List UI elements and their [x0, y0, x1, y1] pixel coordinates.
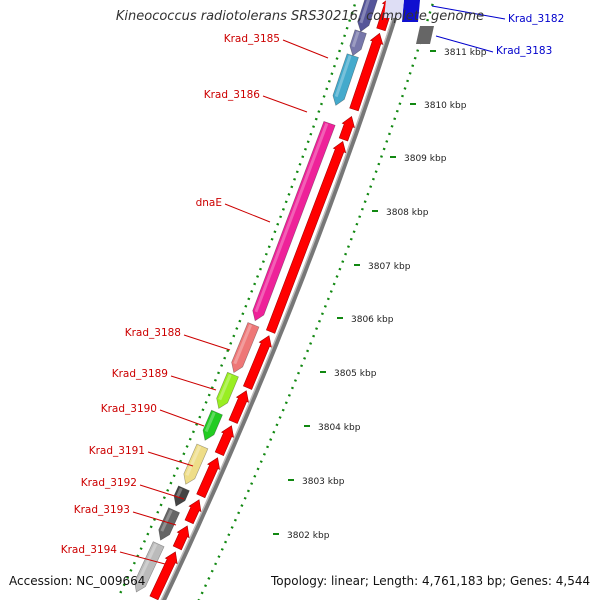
gene-label-leader: [147, 451, 194, 467]
gene-shading: [136, 543, 158, 584]
gene-block-krad-3182[interactable]: [402, 0, 420, 22]
reverse-gene-block[interactable]: [349, 29, 367, 57]
scale-tick-label: 3806 kbp: [351, 315, 394, 325]
gene-shading: [185, 445, 202, 476]
gene-label-leader: [159, 409, 205, 427]
scale-tick-label: 3811 kbp: [444, 48, 487, 58]
reverse-gene-block[interactable]: [216, 371, 239, 409]
gene-label[interactable]: Krad_3192: [81, 477, 137, 489]
gene-block-krad-3183[interactable]: [416, 26, 434, 44]
gene-label-leader: [183, 334, 231, 351]
reverse-gene-block[interactable]: [357, 0, 379, 33]
gene-label[interactable]: Krad_3191: [89, 445, 145, 457]
forward-gene-arrow[interactable]: [184, 499, 202, 525]
gene-label-leader: [132, 511, 177, 526]
gene-shading: [233, 324, 253, 365]
reverse-gene-block[interactable]: [231, 322, 260, 374]
scale-tick-label: 3808 kbp: [386, 208, 429, 218]
forward-gene-arrow[interactable]: [214, 425, 234, 456]
gene-label[interactable]: Krad_3194: [61, 544, 118, 556]
forward-gene-arrow[interactable]: [172, 525, 190, 551]
gene-shading: [160, 509, 173, 532]
gene-shading: [351, 31, 360, 48]
gene-label-leader: [224, 203, 271, 223]
gene-label[interactable]: Krad_3193: [74, 504, 130, 516]
gene-label-leader: [170, 375, 217, 391]
gene-shading: [204, 411, 216, 433]
scale-tick-label: 3807 kbp: [368, 262, 411, 272]
gene-label[interactable]: Krad_3185: [224, 33, 280, 45]
scale-tick-label: 3802 kbp: [287, 531, 330, 541]
gene-label[interactable]: dnaE: [196, 197, 222, 209]
gene-shading: [359, 0, 370, 24]
gene-label-leader: [262, 95, 308, 113]
forward-gene-arrow[interactable]: [338, 115, 355, 142]
reverse-gene-block[interactable]: [332, 53, 359, 106]
reverse-gene-block[interactable]: [183, 443, 209, 485]
gene-label-leader: [119, 551, 166, 565]
gene-label[interactable]: Krad_3186: [204, 89, 261, 101]
scale-tick-label: 3805 kbp: [334, 369, 377, 379]
scale-tick-label: 3803 kbp: [302, 477, 345, 487]
forward-gene-arrow[interactable]: [243, 335, 272, 390]
scale-tick-label: 3810 kbp: [424, 101, 467, 111]
reverse-gene-block[interactable]: [202, 409, 223, 441]
gene-shading: [175, 487, 183, 498]
scale-layer: 3811 kbp 3810 kbp 3809 kbp 3808 kbp 3807 kbp…: [273, 48, 487, 541]
gene-label[interactable]: Krad_3189: [112, 368, 168, 380]
forward-gene-arrow[interactable]: [266, 140, 347, 334]
gene-shading: [218, 374, 232, 401]
gene-shading: [334, 55, 352, 98]
backbone-layer: [116, 0, 434, 604]
gene-label[interactable]: Krad_3183: [496, 45, 552, 57]
gene-label-leader: [139, 484, 185, 500]
scale-tick-label: 3804 kbp: [318, 423, 361, 433]
forward-gene-arrow[interactable]: [196, 457, 220, 499]
reverse-gene-block[interactable]: [173, 485, 190, 507]
gene-label-leader: [282, 39, 329, 59]
forward-gene-arrow[interactable]: [349, 32, 384, 112]
scale-tick-label: 3809 kbp: [404, 154, 447, 164]
gene-layer: [134, 0, 434, 601]
sequence-track-highlight: [158, 0, 400, 604]
gene-label[interactable]: Krad_3190: [101, 403, 157, 415]
forward-gene-arrow[interactable]: [149, 551, 178, 601]
reverse-gene-block[interactable]: [252, 121, 336, 322]
accession-text: Accession: NC_009664: [9, 574, 146, 588]
reverse-gene-block[interactable]: [158, 507, 180, 541]
reverse-gene-block[interactable]: [134, 541, 165, 593]
gene-label[interactable]: Krad_3182: [508, 13, 564, 25]
gene-label[interactable]: Krad_3188: [125, 327, 181, 339]
map-title: Kineococcus radiotolerans SRS30216, comp…: [115, 9, 485, 24]
gene-label-leader: [431, 5, 506, 20]
forward-gene-arrow[interactable]: [228, 390, 249, 424]
gene-block-shadow: [384, 0, 404, 18]
gene-shading: [254, 123, 329, 313]
sequence-track: [158, 0, 403, 604]
label-layer: Krad_3182 Krad_3183 Krad_3185 Krad_3186 dnaE…: [61, 5, 564, 565]
gene-label-leader: [435, 35, 494, 53]
genome-summary-text: Topology: linear; Length: 4,761,183 bp; …: [271, 574, 591, 588]
